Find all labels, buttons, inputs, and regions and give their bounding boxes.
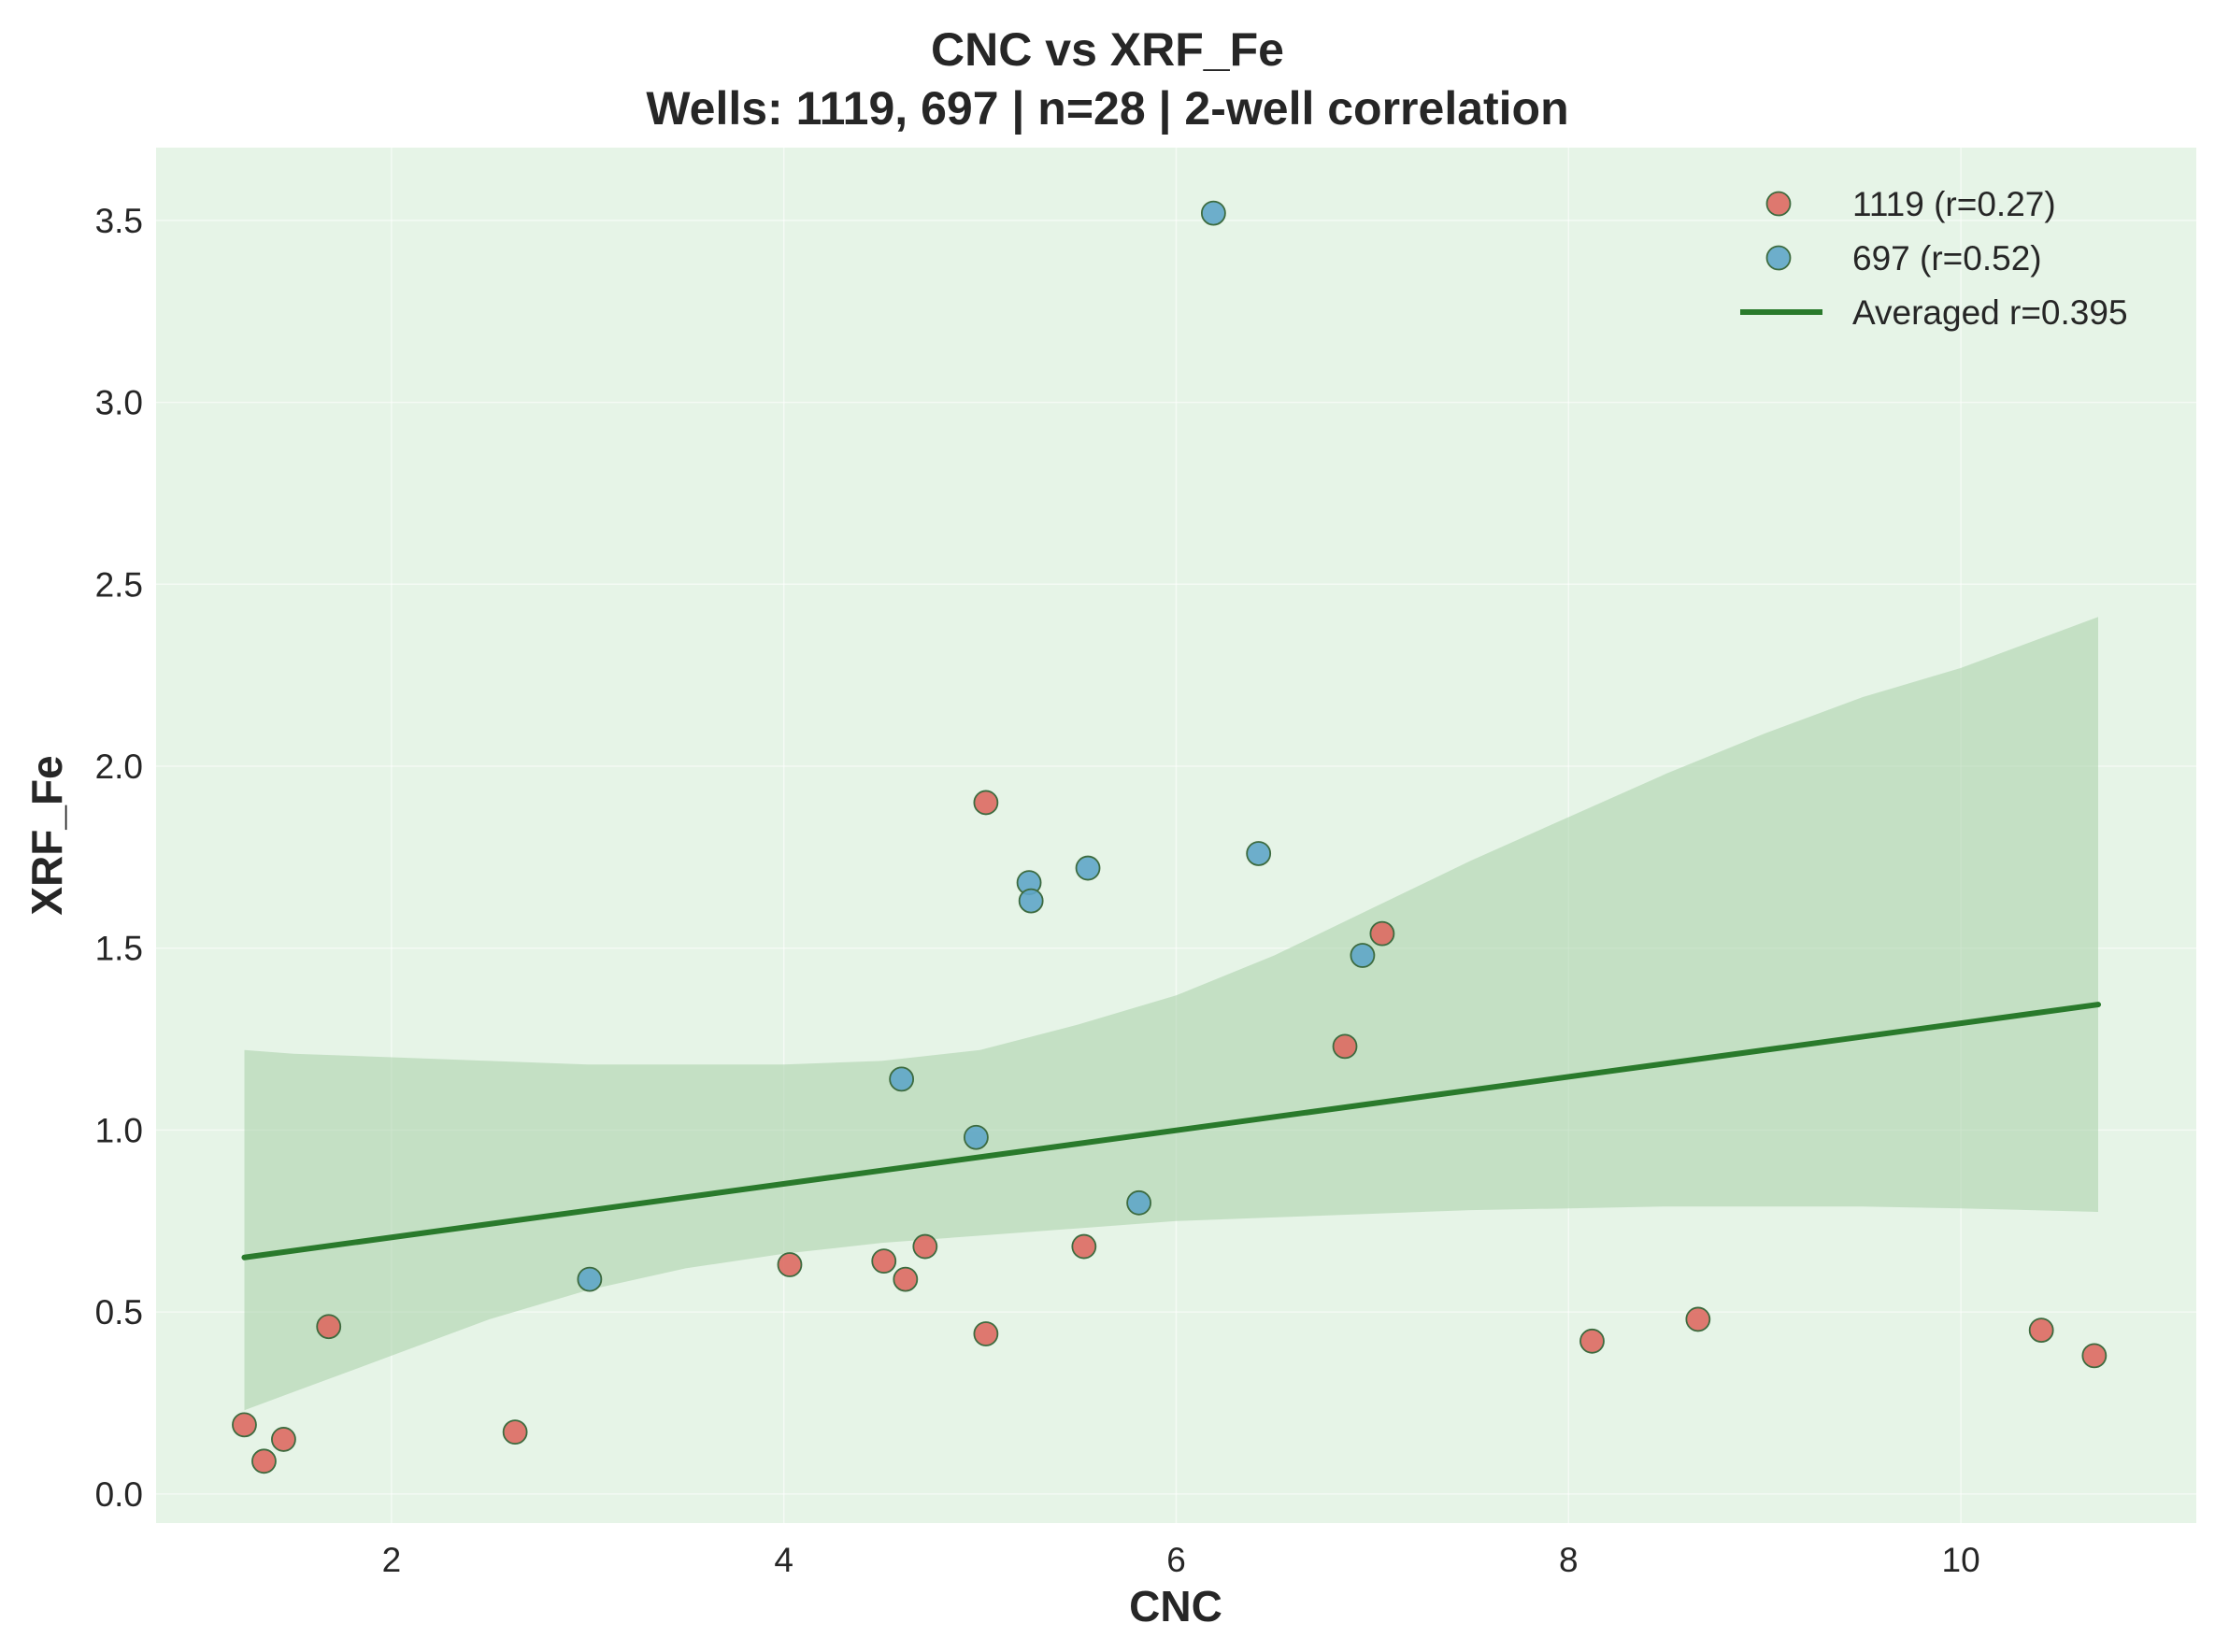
legend-label-averaged: Averaged r=0.395 — [1852, 293, 2128, 332]
y-tick-label: 0.5 — [95, 1293, 143, 1332]
x-tick-label: 8 — [1559, 1541, 1579, 1579]
data-points — [232, 200, 2108, 1474]
data-point-series-0 — [232, 1412, 257, 1438]
legend-label-1119: 1119 (r=0.27) — [1852, 185, 2056, 223]
x-tick-label: 6 — [1166, 1541, 1186, 1579]
data-point-series-1 — [577, 1266, 603, 1292]
data-point-series-0 — [271, 1427, 296, 1452]
y-tick-label: 3.0 — [95, 384, 143, 422]
data-point-series-1 — [1075, 855, 1101, 881]
confidence-band — [244, 617, 2098, 1411]
y-tick-label: 3.5 — [95, 202, 143, 240]
data-point-series-1 — [1350, 943, 1376, 968]
legend-marker-697 — [1765, 245, 1792, 271]
data-point-series-0 — [912, 1233, 938, 1260]
legend-label-697: 697 (r=0.52) — [1852, 239, 2042, 278]
fit-line-layer — [241, 1002, 2102, 1260]
data-point-series-1 — [963, 1124, 989, 1150]
data-point-series-0 — [1369, 920, 1395, 947]
x-tick-label: 4 — [774, 1541, 793, 1579]
x-tick-labels: 2 4 6 8 10 — [382, 1541, 1980, 1579]
legend: 1119 (r=0.27) 697 (r=0.52) Averaged r=0.… — [1740, 185, 2128, 332]
chart-title: CNC vs XRF_Fe — [931, 23, 1284, 76]
y-tick-label: 0.0 — [95, 1475, 143, 1514]
data-point-series-0 — [316, 1314, 342, 1340]
legend-marker-1119 — [1765, 191, 1792, 217]
data-point-series-0 — [2028, 1317, 2054, 1344]
data-point-series-0 — [502, 1419, 528, 1446]
x-tick-label: 2 — [382, 1541, 402, 1579]
confidence-band-area — [244, 617, 2098, 1411]
data-point-series-0 — [777, 1252, 803, 1277]
y-tick-labels: 0.0 0.5 1.0 1.5 2.0 2.5 3.0 3.5 — [95, 202, 143, 1514]
y-axis-label: XRF_Fe — [22, 755, 71, 915]
y-tick-label: 1.0 — [95, 1111, 143, 1149]
data-point-series-0 — [1685, 1306, 1711, 1332]
y-tick-label: 2.5 — [95, 565, 143, 604]
data-point-series-0 — [973, 1321, 999, 1346]
data-point-series-0 — [2081, 1343, 2108, 1369]
data-point-series-1 — [1126, 1189, 1152, 1216]
chart-subtitle: Wells: 1119, 697 | n=28 | 2-well correla… — [646, 82, 1568, 135]
data-point-series-0 — [1071, 1233, 1097, 1260]
data-point-series-0 — [973, 790, 999, 816]
data-point-series-1 — [1200, 200, 1226, 226]
data-point-series-0 — [893, 1266, 919, 1292]
data-point-series-0 — [251, 1448, 277, 1474]
y-tick-label: 2.0 — [95, 748, 143, 786]
data-point-series-1 — [1018, 888, 1044, 914]
data-point-series-1 — [1246, 841, 1272, 866]
y-tick-label: 1.5 — [95, 930, 143, 968]
fit-line — [241, 1002, 2102, 1260]
data-point-series-0 — [871, 1248, 897, 1275]
data-point-series-1 — [889, 1066, 915, 1092]
data-point-series-0 — [1579, 1328, 1605, 1354]
data-point-series-0 — [1332, 1033, 1358, 1060]
x-axis-label: CNC — [1129, 1582, 1222, 1631]
x-tick-label: 10 — [1942, 1541, 1980, 1579]
